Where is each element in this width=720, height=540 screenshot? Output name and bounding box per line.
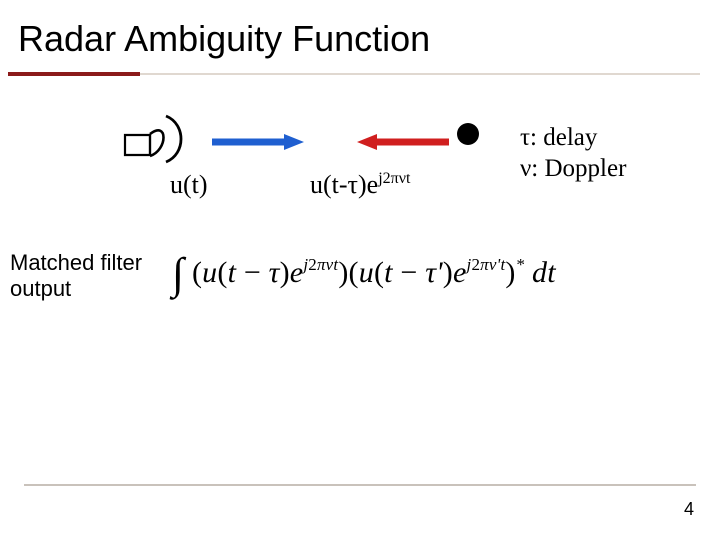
mfo-line2: output [10,276,142,302]
eq-exp1: j2πνt [303,255,338,274]
mfo-line1: Matched filter [10,250,142,276]
u2-base: u(t-τ)e [310,170,378,199]
eq-paren-close2: ) [505,256,515,289]
matched-filter-output-label: Matched filter output [10,250,142,303]
page-number: 4 [684,499,694,520]
arrow-left-red-icon [355,132,451,157]
eq-dt: dt [532,256,556,289]
signal-u-t-label: u(t) [170,170,208,200]
u2-exponent: j2πνt [378,170,410,187]
eq-part1-inner: u(t − τ)e [202,256,303,289]
diagram-row: u(t) u(t-τ)ej2πνt τ: delay ν: Doppler [0,110,720,230]
target-dot-icon [450,116,486,157]
bottom-divider [24,484,696,486]
legend: τ: delay ν: Doppler [520,122,626,185]
arrow-right-blue-icon [210,132,306,157]
eq-paren-open1: ( [192,256,202,289]
legend-nu: ν: Doppler [520,153,626,184]
legend-tau: τ: delay [520,122,626,153]
integral-icon: ∫ [172,249,184,298]
eq-paren-close1: ) [338,256,348,289]
page-title: Radar Ambiguity Function [18,18,720,60]
eq-exp2: j2πν't [467,255,506,274]
signal-u-t-tau-label: u(t-τ)ej2πνt [310,170,410,200]
eq-conjugate-star: * [516,255,525,274]
underline-gray [140,73,700,75]
eq-paren-open2: ( [349,256,359,289]
underline-red [8,72,140,76]
eq-part2-inner: u(t − τ')e [359,256,467,289]
title-underline [0,72,720,76]
radar-antenna-icon [120,110,190,175]
matched-filter-integral: ∫ (u(t − τ)ej2πνt)(u(t − τ')ej2πν't)* dt [172,242,556,293]
